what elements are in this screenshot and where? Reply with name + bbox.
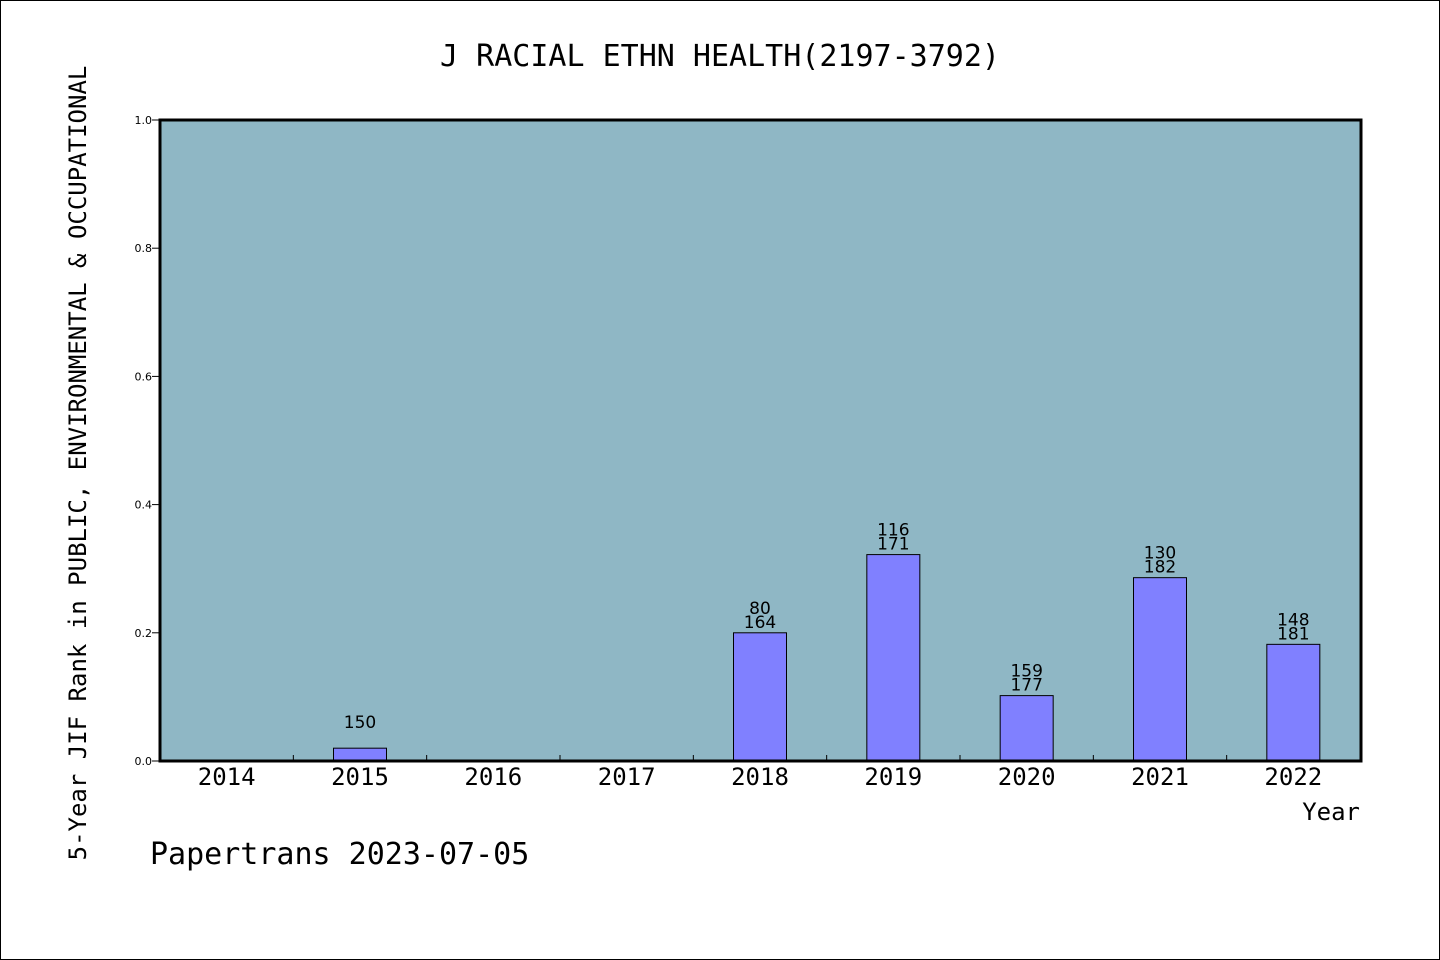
x-tick-label: 2021	[1131, 763, 1189, 791]
bar-data-label: 159	[1010, 662, 1042, 682]
y-tick-label: 1.0	[135, 114, 153, 127]
y-tick-label: 0.6	[135, 370, 153, 383]
chart-title: J RACIAL ETHN HEALTH(2197-3792)	[440, 39, 1000, 74]
bar-data-label: 150	[344, 713, 376, 733]
x-axis: 2014 2015 2016 2017 2018 2019 2020 2021 2022	[198, 755, 1322, 791]
bar-data-label: 148	[1277, 610, 1309, 630]
bar-data-label: 116	[877, 521, 909, 541]
x-axis-label: Year	[1302, 798, 1360, 826]
bar-data-label: 182	[1144, 558, 1176, 578]
bar-data-label: 80	[749, 599, 771, 619]
x-tick-label: 2019	[864, 763, 922, 791]
x-tick-label: 2022	[1264, 763, 1322, 791]
bar-2020	[999, 695, 1054, 762]
footer-credit: Papertrans 2023-07-05	[150, 837, 529, 872]
bar-2021	[1133, 577, 1187, 762]
bar-2022	[1266, 643, 1321, 762]
y-tick-label: 0.0	[135, 755, 153, 768]
x-tick-label: 2016	[464, 763, 522, 791]
x-tick-label: 2014	[198, 763, 256, 791]
bar-data-label: 177	[1010, 676, 1042, 696]
bar-data-label: 130	[1144, 544, 1176, 564]
x-tick-label: 2017	[598, 763, 656, 791]
y-axis: 0.0 0.2 0.4 0.6 0.8 1.0	[135, 114, 160, 768]
x-tick-label: 2018	[731, 763, 789, 791]
x-tick-label: 2020	[998, 763, 1056, 791]
bar-data-label: 171	[877, 535, 909, 555]
bar-data-label: 181	[1277, 624, 1309, 644]
bar-2018	[733, 632, 787, 762]
plot-border	[158, 118, 1363, 763]
y-tick-label: 0.4	[135, 499, 153, 512]
y-axis-label: 5-Year JIF Rank in PUBLIC, ENVIRONMENTAL…	[64, 66, 92, 861]
y-tick-label: 0.8	[135, 242, 153, 255]
bar-2015	[333, 747, 387, 762]
bars	[333, 554, 1321, 762]
bar-2019	[866, 554, 921, 762]
bar-data-label: 164	[744, 613, 776, 633]
y-tick-label: 0.2	[135, 627, 153, 640]
x-tick-label: 2015	[331, 763, 389, 791]
